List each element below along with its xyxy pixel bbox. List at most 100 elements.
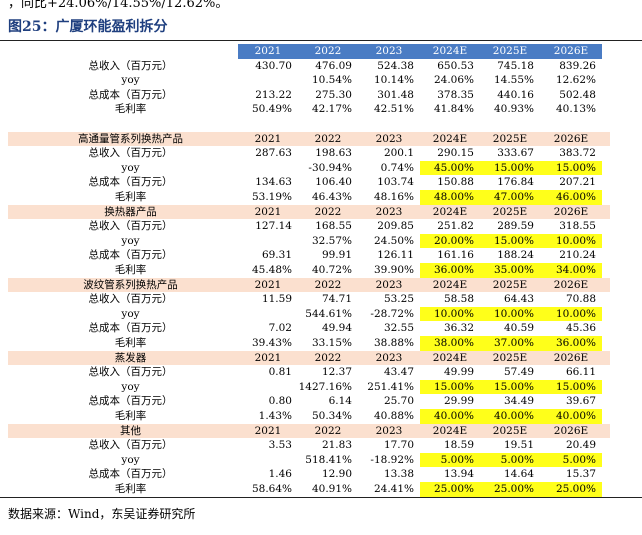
table-cell: 40.00%	[420, 409, 480, 424]
table-cell: 200.1	[383, 147, 414, 160]
table-row: 总成本（百万元） 134.63 106.40 103.74 150.88 176.84 20…	[8, 175, 610, 190]
table-cell: 127.14	[255, 220, 292, 233]
table-cell: 2025E	[480, 44, 540, 59]
table-row: 2021 2022 2023 2024E 2025E 2026E	[8, 44, 610, 59]
row-label: 毛利率	[114, 264, 147, 276]
table-cell: 12.90	[321, 468, 352, 481]
table-cell: 2021	[238, 44, 298, 59]
table-cell: 57.49	[503, 366, 534, 379]
table-cell: 39.43%	[251, 337, 292, 349]
table-cell: 106.40	[315, 176, 352, 189]
table-row: 毛利率 58.64% 40.91% 24.41% 25.00% 25.00% 25.00%	[8, 482, 610, 497]
table-row: 蒸发器 2021 2022 2023 2024E 2025E 2026E	[8, 350, 610, 366]
table-cell: 251.82	[437, 220, 474, 233]
table-cell: 14.64	[503, 468, 534, 481]
table-cell: 2021	[254, 351, 282, 364]
table-cell: 287.63	[255, 147, 292, 160]
table-cell: 45.36	[565, 322, 596, 335]
table-cell: 11.59	[261, 293, 292, 306]
table-cell: 10.00%	[540, 306, 602, 322]
table-cell: 2022	[314, 424, 342, 437]
row-label: 总成本（百万元）	[88, 88, 173, 101]
table-cell: 2026E	[553, 424, 589, 437]
table-cell: 2021	[254, 205, 282, 218]
table-cell: 10.00%	[420, 306, 480, 322]
table-cell: 2024E	[432, 424, 468, 437]
table-cell: 25.00%	[540, 482, 602, 497]
table-cell: 2025E	[492, 278, 528, 291]
table-cell: 36.00%	[540, 336, 602, 351]
table-cell: 39.67	[565, 395, 596, 408]
table-cell: 21.83	[321, 439, 352, 452]
table-cell: 2026E	[553, 351, 589, 364]
row-label: 总收入（百万元）	[88, 366, 173, 379]
table-row: 总成本（百万元） 0.80 6.14 25.70 29.99 34.49 39.67	[8, 394, 610, 409]
table-cell: 24.06%	[433, 74, 474, 87]
table-cell: 430.70	[255, 59, 292, 72]
table-cell: 40.00%	[480, 409, 540, 424]
table-cell: 2026E	[553, 278, 589, 291]
table-cell: 2026E	[540, 44, 602, 59]
table-cell: 209.85	[377, 220, 414, 233]
table-cell: 32.55	[383, 322, 414, 335]
table-row: 总收入（百万元） 11.59 74.71 53.25 58.58 64.43 70.88	[8, 292, 610, 307]
table-cell: 2024E	[432, 351, 468, 364]
table-cell: 10.00%	[540, 233, 602, 249]
row-label: 总成本（百万元）	[88, 322, 173, 335]
table-cell: 64.43	[503, 293, 534, 306]
table-cell: 2024E	[420, 44, 480, 59]
table-cell: 2023	[375, 351, 403, 364]
row-label: yoy	[121, 234, 140, 247]
table-cell: 25.00%	[480, 482, 540, 497]
table-cell: 50.34%	[311, 410, 352, 422]
top-fragment: ，同比+24.06%/14.55%/12.62%。	[8, 0, 229, 11]
table-cell: 188.24	[497, 249, 534, 262]
table-cell: 24.50%	[373, 234, 414, 247]
table-cell: 35.00%	[480, 263, 540, 278]
table-cell: 48.16%	[373, 191, 414, 203]
table-cell: 15.00%	[540, 379, 602, 395]
table-cell: 15.37	[565, 468, 596, 481]
table-cell	[238, 453, 298, 468]
table-cell: 301.48	[377, 88, 414, 101]
row-label: 总收入（百万元）	[88, 220, 173, 233]
table-cell: 34.49	[503, 395, 534, 408]
row-label: 毛利率	[114, 483, 147, 495]
table-cell: 150.88	[437, 176, 474, 189]
table-cell: 15.00%	[540, 160, 602, 176]
table-cell: 42.51%	[373, 103, 414, 116]
table-cell: 2025E	[492, 132, 528, 145]
table-cell: 40.59	[503, 322, 534, 335]
table-row: 总成本（百万元） 213.22 275.30 301.48 378.35 440.16 50…	[8, 88, 610, 103]
table-cell	[238, 307, 298, 322]
table-row: 总收入（百万元） 430.70 476.09 524.38 650.53 745.18 83…	[8, 59, 610, 74]
table-cell: 19.51	[503, 439, 534, 452]
table-cell: 168.55	[315, 220, 352, 233]
table-cell: 12.62%	[555, 74, 596, 87]
table-cell: 476.09	[315, 59, 352, 72]
row-label: 总成本（百万元）	[88, 468, 173, 481]
table-cell: 2021	[254, 132, 282, 145]
table-cell: 103.74	[377, 176, 414, 189]
table-cell: 46.43%	[311, 191, 352, 203]
table-cell: 383.72	[559, 147, 596, 160]
table-cell: 210.24	[559, 249, 596, 262]
table-row: 换热器产品 2021 2022 2023 2024E 2025E 2026E	[8, 204, 610, 220]
table-cell: 58.64%	[251, 483, 292, 495]
table-cell: 518.41%	[305, 453, 352, 466]
table-cell: 40.72%	[311, 264, 352, 276]
table-cell: 5.00%	[480, 452, 540, 468]
row-label: 其他	[120, 424, 141, 437]
table-cell: 40.91%	[311, 483, 352, 495]
table-row: yoy 518.41% -18.92% 5.00% 5.00% 5.00%	[8, 452, 610, 468]
table-cell: 161.16	[437, 249, 474, 262]
row-label	[8, 44, 253, 59]
title-rule	[0, 40, 642, 41]
table-row: 总收入（百万元） 0.81 12.37 43.47 49.99 57.49 66.11	[8, 365, 610, 380]
table-cell: 176.84	[497, 176, 534, 189]
table-cell: 2022	[314, 278, 342, 291]
table-cell: 0.74%	[380, 161, 414, 174]
table-cell: 58.58	[443, 293, 474, 306]
table-cell: 13.38	[383, 468, 414, 481]
row-label: 总成本（百万元）	[88, 395, 173, 408]
